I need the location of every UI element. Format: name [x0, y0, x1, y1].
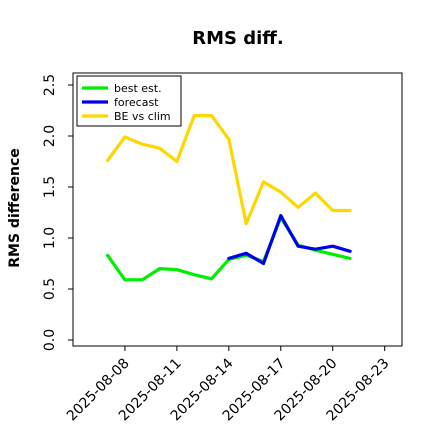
series-layer: [105, 113, 352, 282]
legend-entry: BE vs clim: [114, 110, 171, 123]
plot-frame: [72, 72, 403, 347]
y-tick-label: 0.5: [42, 278, 58, 300]
chart-title: RMS diff.: [192, 28, 283, 49]
y-tick-label: 0.0: [42, 329, 58, 351]
y-tick-label: 2.0: [42, 125, 58, 147]
series-line-2: [227, 214, 352, 266]
y-tick-label: 1.0: [42, 227, 58, 249]
y-tick-label: 1.5: [42, 176, 58, 198]
legend-entry: best est.: [114, 82, 162, 95]
y-tick-label: 2.5: [42, 74, 58, 96]
series-line-3: [105, 113, 352, 226]
legend-entry: forecast: [114, 96, 159, 109]
y-axis-label: RMS difference: [7, 148, 23, 268]
